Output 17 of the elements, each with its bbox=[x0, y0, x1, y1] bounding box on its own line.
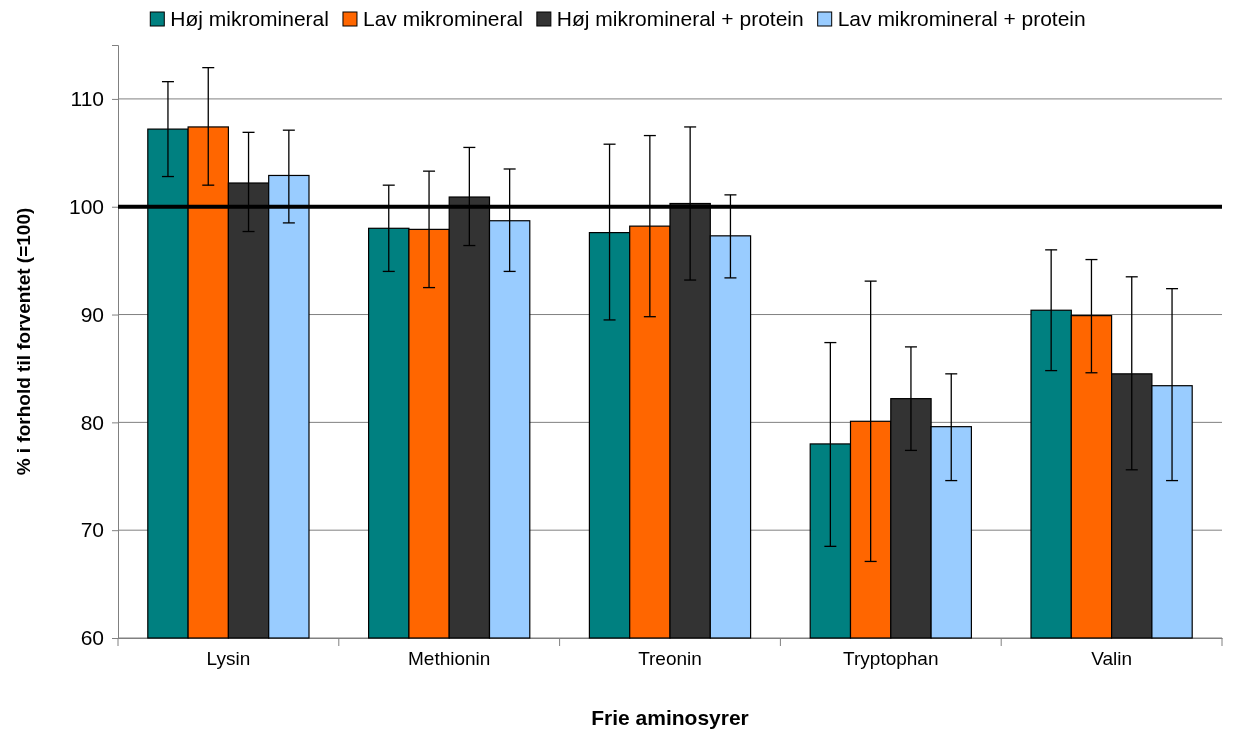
x-tick-label: Lysin bbox=[206, 648, 251, 670]
y-axis-title: % i forhold til forventet (=100) bbox=[13, 207, 34, 476]
x-axis-title: Frie aminosyrer bbox=[591, 706, 749, 729]
x-tick-label: Valin bbox=[1091, 648, 1133, 670]
y-tick-label: 70 bbox=[80, 518, 104, 542]
x-tick-label: Tryptophan bbox=[843, 648, 939, 670]
y-tick-label: 60 bbox=[80, 626, 104, 650]
x-tick-label: Treonin bbox=[638, 648, 702, 670]
y-tick-label: 110 bbox=[70, 87, 104, 111]
y-tick-label: 90 bbox=[80, 302, 104, 326]
x-tick-label: Methionin bbox=[408, 648, 491, 670]
legend-label: Lav mikromineral + protein bbox=[837, 7, 1086, 30]
legend-label: Høj mikromineral bbox=[170, 7, 329, 30]
y-tick-label: 100 bbox=[68, 194, 104, 218]
legend-label: Høj mikromineral + protein bbox=[556, 7, 804, 30]
legend-label: Lav mikromineral bbox=[362, 7, 523, 30]
y-tick-label: 80 bbox=[80, 410, 104, 434]
